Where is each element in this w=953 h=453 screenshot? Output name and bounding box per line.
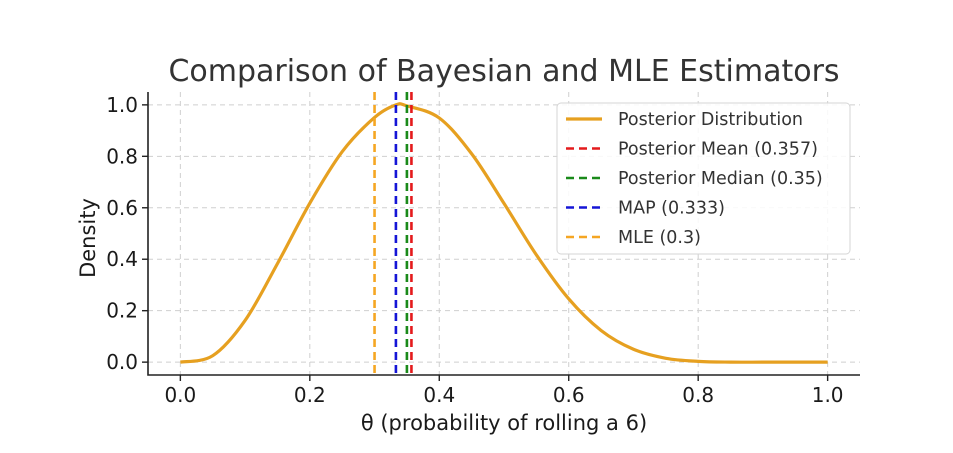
y-tick-label: 0.6 (106, 196, 138, 220)
x-tick-label: 0.4 (423, 383, 455, 407)
legend-label: MLE (0.3) (618, 228, 701, 248)
axes: 0.0 0.2 0.4 0.6 0.8 1.0 0.0 0.2 0.4 0.6 0.8 1.0 (106, 92, 860, 407)
x-tick-label: 0.0 (164, 383, 196, 407)
chart-title: Comparison of Bayesian and MLE Estimator… (168, 54, 839, 89)
x-tick-label: 0.8 (682, 383, 714, 407)
x-tick-label: 0.6 (553, 383, 585, 407)
axis-spines (147, 92, 860, 376)
legend-label: Posterior Distribution (618, 110, 803, 130)
legend: Posterior Distribution Posterior Mean (0.… (556, 102, 851, 255)
legend-box (556, 102, 851, 255)
x-tick-label: 1.0 (812, 383, 844, 407)
y-tick-label: 0.8 (106, 144, 138, 168)
y-tick-label: 0.0 (106, 350, 138, 374)
y-axis-label: Density (76, 198, 100, 278)
x-tick-label: 0.2 (294, 383, 326, 407)
x-axis-label: θ (probability of rolling a 6) (361, 411, 647, 435)
legend-label: Posterior Median (0.35) (618, 169, 823, 189)
legend-label: MAP (0.333) (618, 199, 725, 219)
plot-area (180, 92, 828, 375)
y-tick-label: 0.2 (106, 299, 138, 323)
y-tick-label: 1.0 (106, 93, 138, 117)
legend-label: Posterior Mean (0.357) (618, 140, 818, 160)
posterior-curve (180, 102, 828, 364)
y-tick-label: 0.4 (106, 247, 138, 271)
